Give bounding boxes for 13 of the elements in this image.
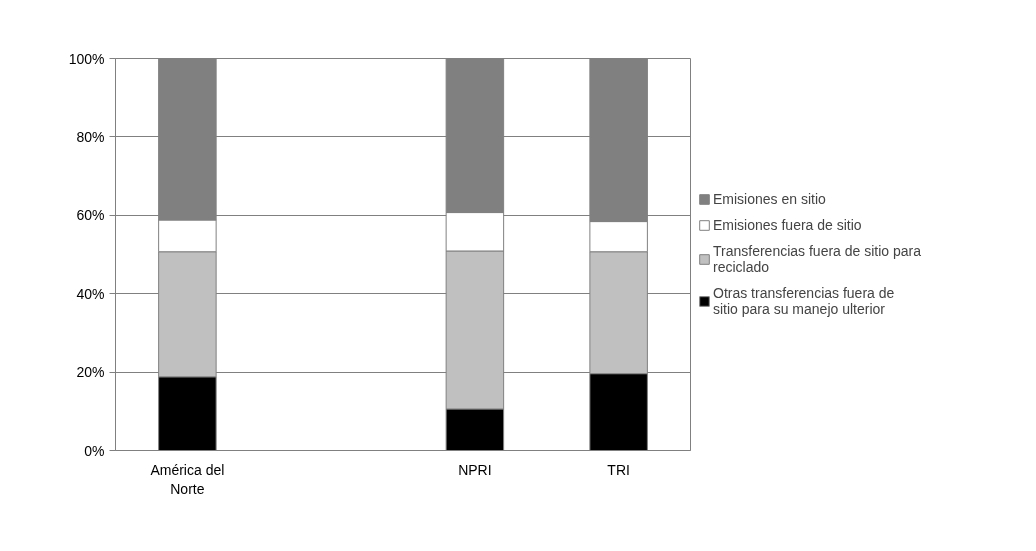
y-tick-label: 80% [76,128,105,145]
y-tick-label: 60% [76,207,105,224]
x-tick-label: América del Norte [150,461,225,497]
legend-label: Emisiones fuera de sitio [713,217,862,233]
y-tick-label: 0% [84,442,105,459]
y-tick-label: 20% [76,364,105,381]
y-tick-label: 100% [68,50,105,67]
x-tick-label: NPRI [458,461,492,478]
legend-label: Transferencias fuera de sitio para reciclado [713,243,922,275]
legend-label: Emisiones en sitio [713,191,826,207]
y-tick-label: 40% [76,285,105,302]
x-tick-label: TRI [607,461,630,478]
legend-label: Otras transferencias fuera de sitio para su manejo ulterior [713,285,895,317]
